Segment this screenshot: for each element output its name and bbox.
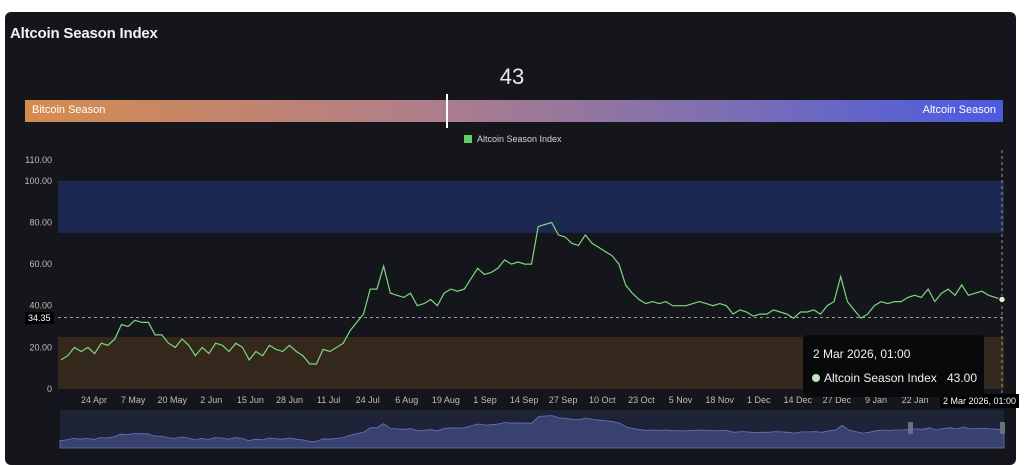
gauge-left-label: Bitcoin Season	[32, 104, 106, 116]
x-tick-label: 5 Nov	[669, 395, 693, 405]
series-last-point	[998, 295, 1006, 304]
x-tick-label: 14 Dec	[784, 395, 813, 405]
current-index-value: 43	[499, 64, 525, 89]
y-tick-label: 80.00	[29, 217, 52, 227]
x-tick-label: 24 Jul	[356, 395, 380, 405]
tooltip-row: Altcoin Season Index 43.00	[812, 371, 977, 385]
y-tick-label: 20.00	[29, 342, 52, 352]
x-tick-label: 18 Nov	[705, 395, 734, 405]
x-tick-label: 7 May	[121, 395, 146, 405]
x-tick-label: 1 Sep	[473, 395, 497, 405]
tooltip-time: 2 Mar 2026, 01:00	[813, 347, 911, 361]
y-tick-label: 60.00	[29, 259, 52, 269]
x-tick-label: 11 Jul	[317, 395, 340, 405]
chart-tooltip: 2 Mar 2026, 01:00 Altcoin Season Index 4…	[803, 335, 984, 397]
x-tick-label: 10 Oct	[589, 395, 616, 405]
x-tick-label: 22 Jan	[902, 395, 929, 405]
tooltip-series-name: Altcoin Season Index	[824, 371, 937, 385]
crosshair-y-label: 34.35	[25, 312, 54, 324]
x-tick-label: 27 Sep	[549, 395, 578, 405]
x-tick-label: 9 Jan	[865, 395, 887, 405]
y-tick-label: 100.00	[24, 176, 52, 186]
crosshair-x-label: 2 Mar 2026, 01:00	[940, 394, 1020, 408]
navigator-right-handle	[1000, 422, 1005, 434]
x-tick-label: 2 Jun	[200, 395, 222, 405]
y-tick-label: 40.00	[29, 301, 52, 311]
x-tick-label: 6 Aug	[395, 395, 418, 405]
y-tick-label: 110.00	[25, 155, 52, 165]
x-tick-label: 1 Dec	[747, 395, 771, 405]
x-tick-label: 15 Jun	[237, 395, 264, 405]
x-tick-label: 24 Apr	[81, 395, 107, 405]
legend-swatch	[464, 135, 472, 143]
gauge-marker	[445, 94, 448, 128]
gauge-right-label: Altcoin Season	[922, 104, 996, 116]
altcoin-season-zone	[58, 180, 1004, 233]
x-tick-label: 19 Aug	[432, 395, 460, 405]
y-tick-label: 0	[47, 384, 52, 394]
x-tick-label: 14 Sep	[510, 395, 539, 405]
x-tick-label: 20 May	[157, 395, 187, 405]
x-tick-label: 23 Oct	[628, 395, 655, 405]
legend-label: Altcoin Season Index	[477, 134, 562, 144]
navigator-left-handle	[908, 422, 913, 434]
x-tick-label: 28 Jun	[276, 395, 303, 405]
navigator-series	[59, 415, 1005, 449]
page-title: Altcoin Season Index	[10, 25, 158, 42]
x-tick-label: 27 Dec	[823, 395, 852, 405]
tooltip-value: 43.00	[946, 371, 977, 385]
series-line	[60, 221, 1003, 365]
tooltip-series-dot	[812, 374, 820, 382]
chart-legend[interactable]: Altcoin Season Index	[464, 134, 562, 144]
season-gauge: Bitcoin Season Altcoin Season	[25, 94, 1003, 128]
